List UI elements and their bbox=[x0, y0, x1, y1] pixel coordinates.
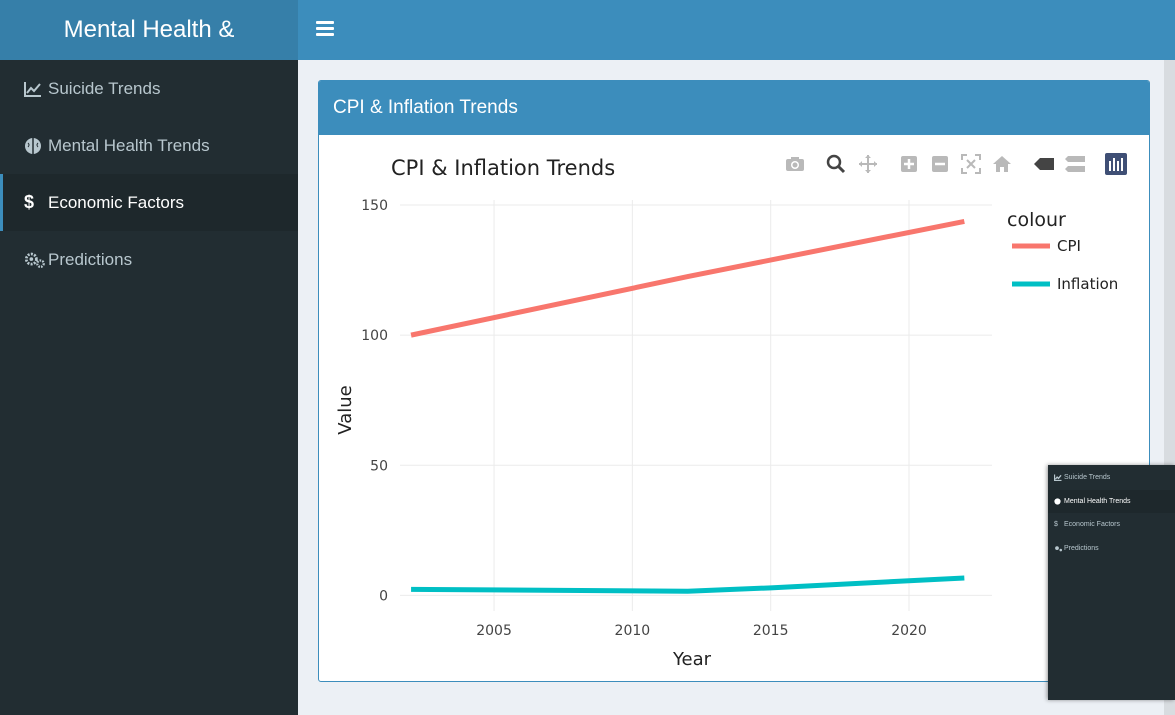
pan-icon[interactable] bbox=[857, 153, 879, 175]
brain-icon bbox=[1054, 498, 1064, 505]
sidebar-item-economic-factors[interactable]: $ Economic Factors bbox=[0, 174, 298, 231]
overlay-item-suicide-trends[interactable]: Suicide Trends bbox=[1048, 466, 1175, 490]
page-scrollbar[interactable] bbox=[1164, 60, 1175, 715]
overlay-item-predictions[interactable]: Predictions bbox=[1048, 537, 1175, 561]
x-tick-label: 2020 bbox=[891, 623, 927, 639]
y-tick-label: 150 bbox=[361, 198, 388, 214]
chart-grid bbox=[400, 200, 992, 611]
chart-box: CPI & Inflation Trends 2005 2010 2015 2020 0… bbox=[318, 80, 1150, 682]
hover-compare-icon[interactable] bbox=[1064, 153, 1086, 175]
plotly-chart[interactable]: 2005 2010 2015 2020 0 50 100 150 CPI & Inflatio… bbox=[319, 135, 1149, 681]
chart-ticks: 2005 2010 2015 2020 0 50 100 150 bbox=[361, 198, 927, 639]
overlay-item-label: Mental Health Trends bbox=[1064, 497, 1131, 505]
x-tick-label: 2015 bbox=[753, 623, 789, 639]
autoscale-icon[interactable] bbox=[960, 153, 982, 175]
legend-item-label[interactable]: CPI bbox=[1057, 237, 1081, 255]
sidebar-item-label: Suicide Trends bbox=[48, 78, 161, 98]
legend-title: colour bbox=[1007, 209, 1066, 231]
sidebar-item-label: Predictions bbox=[48, 249, 133, 269]
camera-icon[interactable] bbox=[784, 153, 806, 175]
y-axis-label: Value bbox=[335, 385, 356, 434]
home-icon[interactable] bbox=[991, 153, 1013, 175]
overlay-window-thumbnail[interactable]: Suicide Trends Mental Health Trends $ Ec… bbox=[1048, 465, 1175, 700]
line-chart-icon bbox=[24, 81, 46, 97]
legend-item-label[interactable]: Inflation bbox=[1057, 275, 1118, 293]
overlay-item-economic-factors[interactable]: $ Economic Factors bbox=[1048, 513, 1175, 537]
x-axis-label: Year bbox=[672, 649, 712, 670]
gears-icon bbox=[1054, 545, 1064, 552]
y-tick-label: 100 bbox=[361, 328, 388, 344]
sidebar-item-label: Economic Factors bbox=[48, 192, 185, 212]
sidebar-item-suicide-trends[interactable]: Suicide Trends bbox=[0, 60, 298, 117]
chart-legend[interactable]: colour CPI Inflation bbox=[1007, 209, 1118, 293]
top-navbar bbox=[298, 0, 1175, 60]
hover-closest-icon[interactable] bbox=[1033, 153, 1055, 175]
x-tick-label: 2010 bbox=[615, 623, 651, 639]
zoom-icon[interactable] bbox=[825, 153, 847, 175]
dollar-icon: $ bbox=[24, 192, 35, 212]
overlay-item-label: Suicide Trends bbox=[1064, 474, 1111, 482]
overlay-item-label: Economic Factors bbox=[1064, 521, 1121, 529]
sidebar-item-mental-health-trends[interactable]: Mental Health Trends bbox=[0, 117, 298, 174]
overlay-item-label: Predictions bbox=[1064, 544, 1099, 552]
sidebar: Suicide Trends Mental Health Trends $ Ec… bbox=[0, 60, 298, 715]
zoom-out-icon[interactable] bbox=[929, 153, 951, 175]
chart-title: CPI & Inflation Trends bbox=[391, 156, 615, 180]
x-tick-label: 2005 bbox=[476, 623, 512, 639]
line-chart-icon bbox=[1054, 474, 1064, 482]
series-line-inflation[interactable] bbox=[411, 575, 965, 594]
sidebar-item-predictions[interactable]: Predictions bbox=[0, 231, 298, 288]
gears-icon bbox=[24, 251, 46, 269]
chart-series bbox=[410, 218, 965, 594]
y-tick-label: 0 bbox=[379, 588, 388, 604]
zoom-in-icon[interactable] bbox=[898, 153, 920, 175]
dollar-icon: $ bbox=[1054, 521, 1058, 529]
app-brand[interactable]: Mental Health & bbox=[0, 0, 298, 60]
box-title: CPI & Inflation Trends bbox=[319, 81, 1149, 135]
overlay-item-mental-health-trends[interactable]: Mental Health Trends bbox=[1048, 489, 1175, 513]
series-line-cpi[interactable] bbox=[410, 218, 965, 338]
sidebar-toggle-icon[interactable] bbox=[316, 17, 334, 39]
sidebar-item-label: Mental Health Trends bbox=[48, 135, 210, 155]
plotly-logo-icon[interactable] bbox=[1105, 153, 1127, 175]
y-tick-label: 50 bbox=[370, 458, 388, 474]
brain-icon bbox=[24, 137, 46, 155]
